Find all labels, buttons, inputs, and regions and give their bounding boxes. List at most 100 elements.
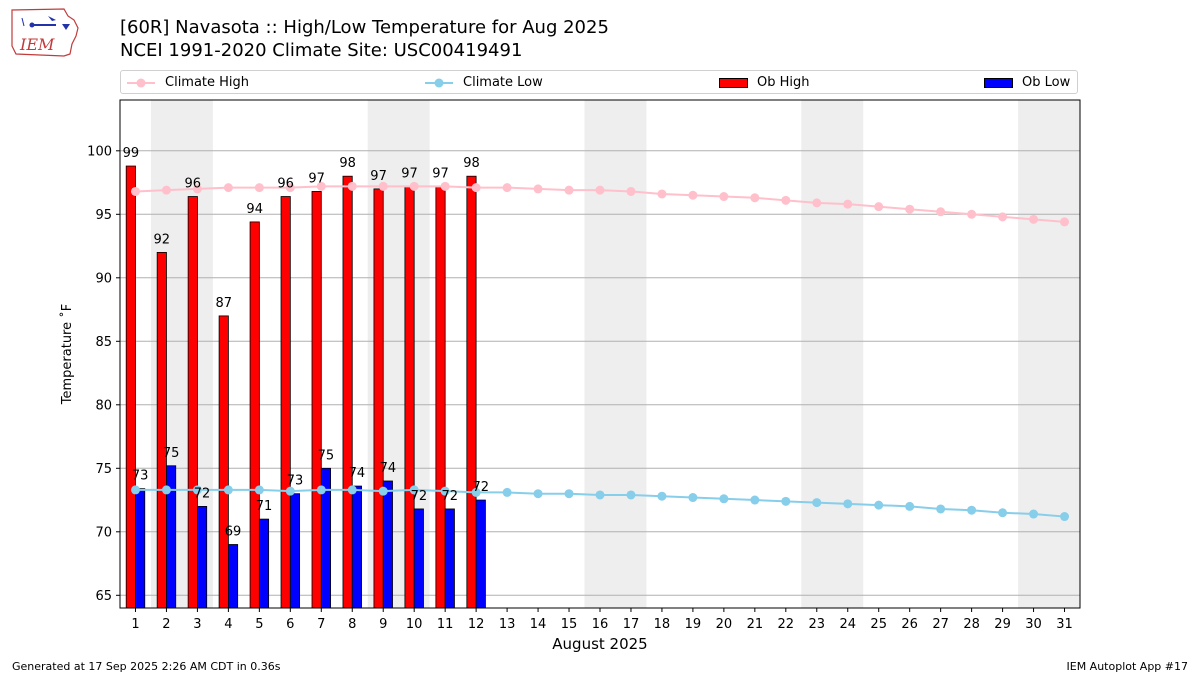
ob-low-value-label: 75 bbox=[163, 446, 180, 461]
climate-high-point bbox=[812, 198, 822, 208]
ob-high-bar bbox=[404, 185, 415, 609]
climate-high-point bbox=[1029, 214, 1039, 224]
ob-high-value-label: 97 bbox=[308, 171, 325, 186]
y-tick-label: 70 bbox=[95, 525, 112, 540]
climate-low-point bbox=[409, 485, 419, 495]
climate-low-point bbox=[905, 501, 915, 511]
y-tick-label: 95 bbox=[95, 208, 112, 223]
ob-high-bar bbox=[156, 251, 167, 609]
ob-low-value-label: 75 bbox=[318, 448, 335, 463]
ob-low-bar bbox=[258, 518, 270, 609]
x-tick-label: 30 bbox=[1025, 617, 1042, 632]
ob-high-bar bbox=[125, 165, 136, 609]
climate-low-point bbox=[719, 494, 729, 504]
climate-high-point bbox=[316, 181, 326, 191]
climate-low-point bbox=[347, 485, 357, 495]
x-axis: 1 2 3 4 5 6 7 8 9 10 11 12 13 14 15 16 17 18 19 20 21 22 23 24 2… bbox=[131, 608, 1073, 632]
climate-low-point bbox=[1029, 509, 1039, 519]
climate-lines bbox=[130, 181, 1070, 522]
y-tick-label: 100 bbox=[87, 144, 112, 159]
ob-high-value-label: 94 bbox=[246, 202, 263, 217]
climate-low-point bbox=[688, 493, 698, 503]
x-tick-label: 27 bbox=[932, 617, 949, 632]
climate-high-point bbox=[750, 193, 760, 203]
climate-low-point bbox=[533, 489, 543, 499]
climate-low-point bbox=[843, 499, 853, 509]
climate-low-point bbox=[595, 490, 605, 500]
ob-high-swatch-icon bbox=[719, 78, 748, 88]
ob-high-bar bbox=[249, 221, 260, 609]
x-tick-label: 15 bbox=[561, 617, 578, 632]
ob-high-bar bbox=[280, 196, 291, 609]
x-tick-label: 5 bbox=[255, 617, 263, 632]
climate-high-point bbox=[936, 207, 946, 217]
x-tick-label: 12 bbox=[468, 617, 485, 632]
x-tick-label: 2 bbox=[162, 617, 170, 632]
climate-high-point bbox=[533, 184, 543, 194]
ob-high-bar bbox=[466, 175, 477, 609]
climate-low-point bbox=[161, 485, 171, 495]
x-tick-label: 25 bbox=[870, 617, 887, 632]
x-tick-label: 13 bbox=[499, 617, 516, 632]
climate-low-point bbox=[1060, 512, 1070, 522]
climate-low-point bbox=[130, 485, 140, 495]
ob-high-value-label: 96 bbox=[185, 177, 202, 192]
ob-high-value-label: 97 bbox=[370, 169, 387, 184]
x-tick-label: 11 bbox=[437, 617, 454, 632]
ob-high-bar bbox=[435, 185, 446, 609]
climate-high-point bbox=[347, 181, 357, 191]
x-tick-label: 17 bbox=[623, 617, 640, 632]
x-tick-label: 28 bbox=[963, 617, 980, 632]
x-tick-label: 18 bbox=[654, 617, 671, 632]
climate-low-point bbox=[502, 487, 512, 497]
climate-low-point bbox=[936, 504, 946, 514]
ob-high-value-label: 96 bbox=[277, 177, 294, 192]
ob-low-bar bbox=[351, 485, 362, 609]
ob-low-swatch-icon bbox=[984, 78, 1013, 88]
ob-low-value-label: 74 bbox=[380, 461, 397, 476]
x-tick-label: 6 bbox=[286, 617, 294, 632]
climate-low-point bbox=[223, 485, 233, 495]
legend-ob-high-label: Ob High bbox=[757, 75, 810, 90]
climate-high-point bbox=[967, 209, 977, 219]
x-tick-label: 21 bbox=[747, 617, 764, 632]
app-credit: IEM Autoplot App #17 bbox=[1066, 660, 1189, 673]
x-tick-label: 3 bbox=[193, 617, 201, 632]
x-tick-label: 29 bbox=[994, 617, 1011, 632]
climate-low-line-icon bbox=[425, 78, 453, 88]
climate-high-point bbox=[285, 183, 295, 193]
ob-low-bar bbox=[197, 505, 208, 609]
x-tick-label: 4 bbox=[224, 617, 232, 632]
x-tick-label: 26 bbox=[901, 617, 918, 632]
climate-high-point bbox=[254, 183, 264, 193]
climate-high-point bbox=[719, 192, 729, 202]
y-tick-label: 85 bbox=[95, 335, 112, 350]
weekend-band bbox=[801, 100, 864, 608]
climate-low-point bbox=[254, 485, 264, 495]
ob-high-bar bbox=[187, 196, 198, 609]
legend-climate-low-label: Climate Low bbox=[463, 75, 543, 90]
ob-high-value-label: 92 bbox=[154, 232, 171, 247]
ob-bars bbox=[125, 165, 486, 609]
ob-low-value-label: 71 bbox=[256, 499, 273, 514]
iem-logo: IEM bbox=[11, 8, 79, 57]
climate-high-point bbox=[688, 190, 698, 200]
bar-value-labels: 99 92 96 87 94 96 97 98 97 97 97 98 73 75 72 69 71 73 75 74… bbox=[123, 146, 489, 539]
climate-high-point bbox=[409, 181, 419, 191]
generated-timestamp: Generated at 17 Sep 2025 2:26 AM CDT in … bbox=[12, 660, 281, 673]
ob-low-bar bbox=[444, 508, 455, 609]
climate-high-point bbox=[874, 202, 884, 212]
ob-low-value-label: 69 bbox=[225, 525, 242, 540]
x-tick-label: 8 bbox=[348, 617, 356, 632]
chart-title: [60R] Navasota :: High/Low Temperature f… bbox=[120, 17, 609, 38]
climate-low-point bbox=[285, 486, 295, 496]
climate-low-point bbox=[657, 491, 667, 501]
ob-low-bar bbox=[135, 488, 146, 609]
climate-high-point bbox=[626, 186, 636, 196]
y-tick-label: 75 bbox=[95, 462, 112, 477]
ob-high-value-label: 97 bbox=[432, 166, 449, 181]
y-axis: 65 70 75 80 85 90 95 100 bbox=[87, 144, 120, 604]
climate-high-point bbox=[595, 185, 605, 195]
legend-ob-low-label: Ob Low bbox=[1022, 75, 1071, 90]
